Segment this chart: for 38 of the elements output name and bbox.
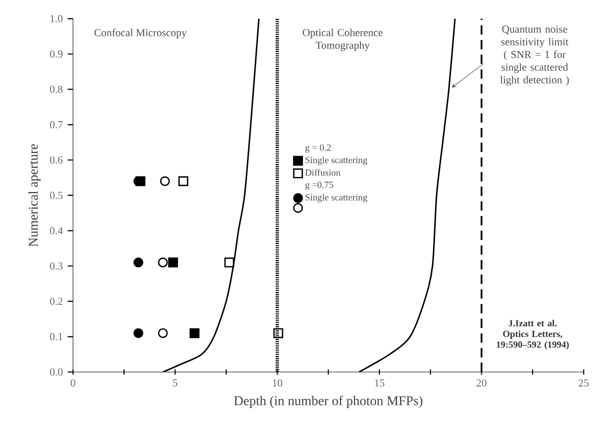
annotation: Optical Coherence Tomography (302, 28, 383, 52)
point (178, 176, 188, 186)
x-tick-label: 10 (272, 379, 282, 387)
point (133, 258, 144, 268)
y-tick-label: 1.0 (50, 15, 63, 22)
point (158, 258, 168, 268)
point (133, 328, 144, 338)
x-tick-label: 20 (476, 379, 486, 387)
x-tick-label: 0 (70, 379, 76, 387)
point (224, 258, 234, 268)
annotation: Confocal Microscopy (94, 28, 187, 38)
y-tick-label: 0.8 (50, 86, 63, 93)
annotation: g =0.75 (305, 182, 334, 190)
y-tick-label: 0.6 (50, 156, 63, 164)
x-tick-label: 25 (578, 379, 589, 387)
annotation: g = 0.2 (305, 144, 331, 153)
y-tick-label: 0.0 (50, 368, 63, 376)
annotation: J.Izatt et al. Optics Letters, 19:590–592 (1994) (496, 320, 569, 350)
y-tick-label: 0.9 (50, 50, 63, 58)
y-tick-label: 0.4 (50, 227, 63, 234)
annotation: Quantum noise sensitivity limit ( SNR = 1 for single scattered light detection ) (500, 26, 569, 86)
legend-label: Single scattering (306, 194, 368, 202)
legend-label: Single scattering (306, 156, 368, 166)
x-axis-title: Depth (in number of photon MFPs) (234, 396, 422, 408)
y-axis-title: Numerical aperture (28, 144, 40, 247)
legend-label: Diffusion (305, 169, 340, 176)
y-tick-label: 0.7 (50, 121, 63, 128)
point (168, 258, 178, 268)
y-tick-label: 0.1 (50, 333, 62, 340)
x-tick-label: 15 (375, 379, 384, 387)
y-tick-label: 0.2 (50, 298, 62, 305)
point (273, 328, 284, 338)
y-tick-label: 0.3 (50, 262, 63, 270)
point (160, 176, 170, 186)
point (158, 328, 168, 338)
y-tick-label: 0.5 (50, 192, 63, 199)
point (190, 328, 200, 338)
x-tick-label: 5 (173, 379, 178, 386)
